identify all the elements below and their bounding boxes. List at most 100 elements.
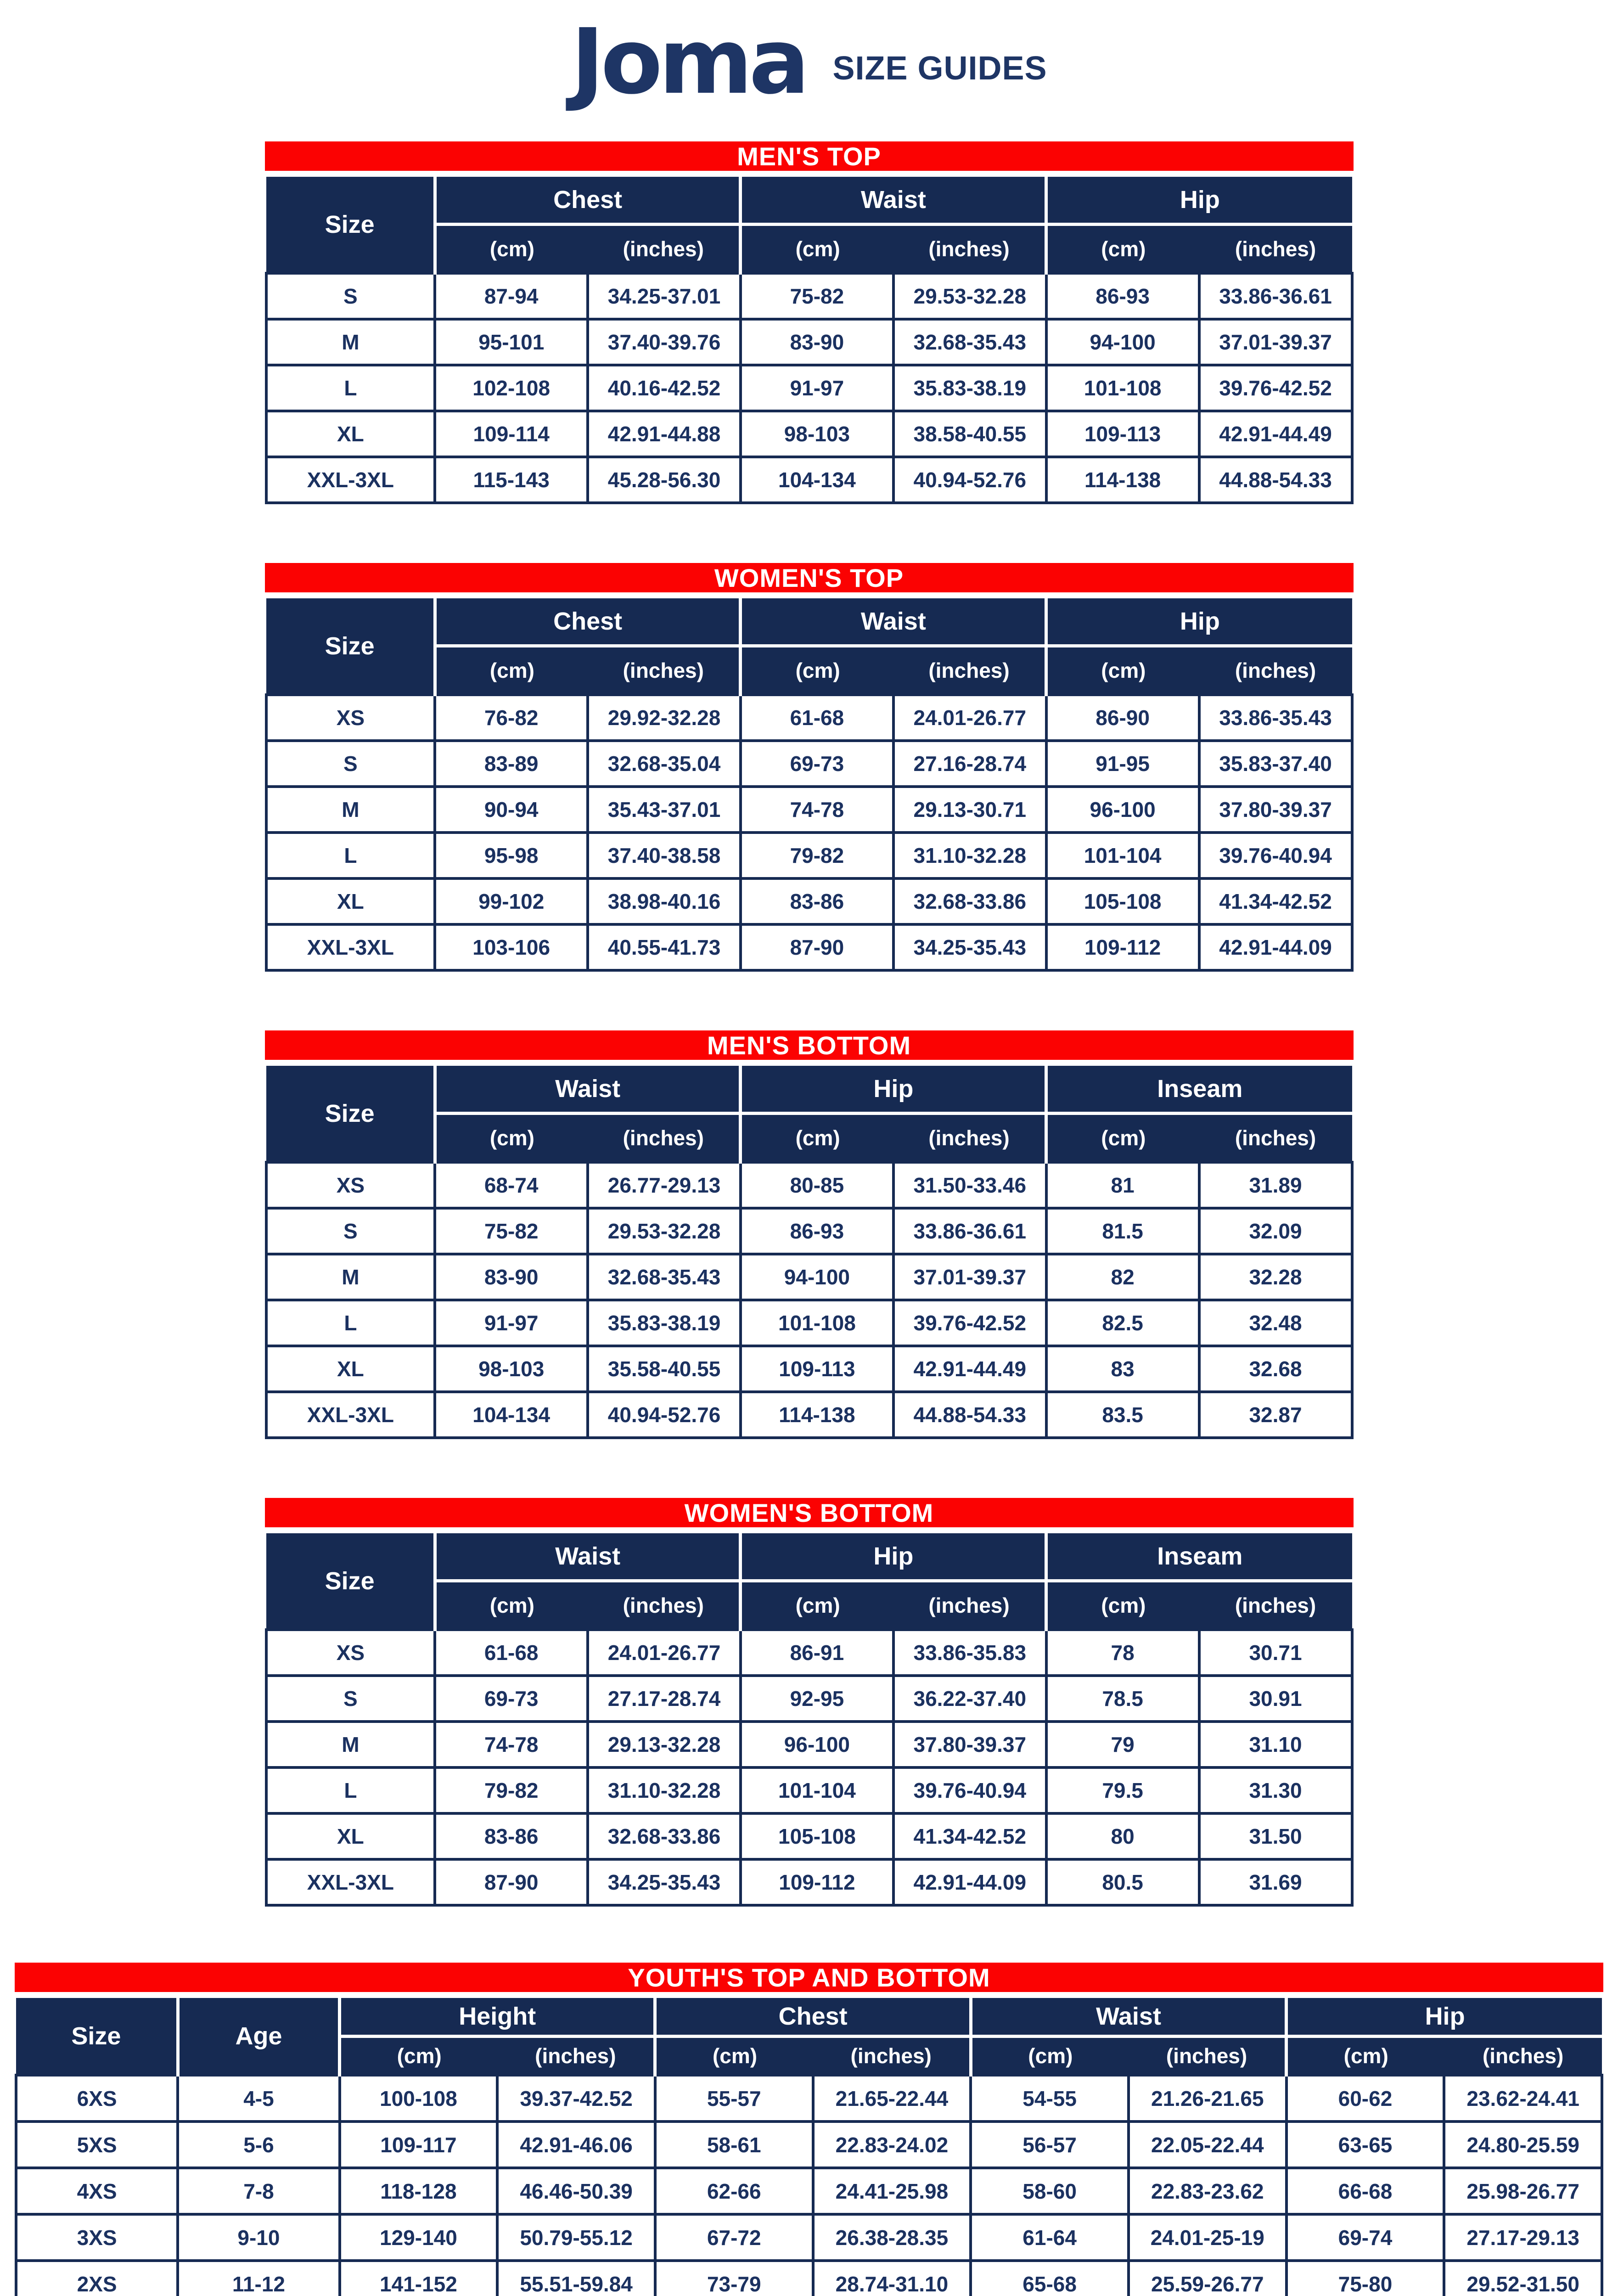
measurement-cell: 101-104 [1045, 831, 1201, 880]
group-header-hip: Hip [740, 1533, 1048, 1582]
measurement-cell: 98-103 [433, 1345, 590, 1393]
size-chart-table: Size Waist Hip Inseam (cm) (inches) (cm) (inche… [264, 1533, 1354, 1907]
table-body: 6XS 4-5 100-108 39.37-42.52 55-57 21.65-22.44… [14, 2074, 1603, 2296]
measurement-cell: 29.13-32.28 [586, 1720, 742, 1769]
age-cell: 9-10 [176, 2213, 341, 2262]
size-cell: M [264, 1720, 437, 1769]
size-table-womens-top: WOMEN'S TOP Size Chest Waist Hip (cm) (inches)… [264, 563, 1354, 972]
table-row: S 83-89 32.68-35.04 69-73 27.16-28.74 91-95 35… [264, 739, 1354, 788]
measurement-cell: 31.50 [1197, 1812, 1354, 1861]
measurement-cell: 92-95 [739, 1674, 895, 1723]
table-body: S 87-94 34.25-37.01 75-82 29.53-32.28 86-93 33… [264, 272, 1354, 504]
page-title: SIZE GUIDES [832, 50, 1047, 87]
measurement-cell: 55.51-59.84 [496, 2259, 657, 2296]
measurement-cell: 83-90 [433, 1253, 590, 1301]
size-cell: XL [264, 1345, 437, 1393]
size-cell: XS [264, 693, 437, 742]
group-header-height: Height [339, 1998, 657, 2038]
measurement-cell: 24.41-25.98 [811, 2167, 972, 2216]
table-row: 4XS 7-8 118-128 46.46-50.39 62-66 24.41-25.98… [14, 2167, 1603, 2216]
measurement-cell: 29.53-32.28 [892, 272, 1048, 321]
group-header-row: Size Waist Hip Inseam [266, 1066, 1352, 1162]
size-table-youths-top-and-bottom: YOUTH'S TOP AND BOTTOM Size Age Height Chest… [14, 1963, 1603, 2296]
table-title: YOUTH'S TOP AND BOTTOM [628, 1963, 990, 1992]
size-cell: S [264, 272, 437, 321]
size-cell: 6XS [14, 2074, 180, 2123]
size-cell: M [264, 318, 437, 366]
measurement-cell: 37.40-39.76 [586, 318, 742, 366]
measurement-cell: 79-82 [739, 831, 895, 880]
measurement-cell: 42.91-44.49 [892, 1345, 1048, 1393]
measurement-cell: 83-89 [433, 739, 590, 788]
measurement-cell: 38.98-40.16 [586, 877, 742, 926]
unit-header-row: (cm) (inches) (cm) (inches) (cm) (inches) [266, 646, 1352, 695]
age-cell: 5-6 [176, 2120, 341, 2169]
size-cell: S [264, 1207, 437, 1255]
measurement-cell: 37.01-39.37 [892, 1253, 1048, 1301]
measurement-cell: 104-134 [433, 1390, 590, 1439]
measurement-cell: 118-128 [338, 2167, 499, 2216]
size-cell: L [264, 1766, 437, 1815]
table-banner: MEN'S BOTTOM [264, 1030, 1354, 1060]
group-header-hip: Hip [740, 1066, 1048, 1115]
measurement-cell: 69-74 [1285, 2213, 1446, 2262]
table-row: XXL-3XL 115-143 45.28-56.30 104-134 40.94-52… [264, 456, 1354, 504]
unit-header-inches: (inches) [588, 1581, 742, 1630]
size-cell: M [264, 785, 437, 834]
unit-header-cm: (cm) [1046, 1581, 1199, 1630]
measurement-cell: 66-68 [1285, 2167, 1446, 2216]
measurement-cell: 27.17-29.13 [1443, 2213, 1603, 2262]
size-cell: 4XS [14, 2167, 180, 2216]
measurement-cell: 31.69 [1197, 1858, 1354, 1907]
unit-header-inches: (inches) [1199, 1113, 1352, 1162]
measurement-cell: 44.88-54.33 [1197, 456, 1354, 504]
table-title: WOMEN'S BOTTOM [684, 1498, 934, 1527]
measurement-cell: 28.74-31.10 [811, 2259, 972, 2296]
group-header-waist: Waist [740, 598, 1048, 647]
measurement-cell: 31.30 [1197, 1766, 1354, 1815]
measurement-cell: 22.83-23.62 [1127, 2167, 1288, 2216]
measurement-cell: 24.01-26.77 [586, 1628, 742, 1677]
measurement-cell: 37.40-38.58 [586, 831, 742, 880]
unit-header-inches: (inches) [588, 646, 742, 695]
size-cell: XL [264, 1812, 437, 1861]
measurement-cell: 95-98 [433, 831, 590, 880]
measurement-cell: 24.01-25-19 [1127, 2213, 1288, 2262]
measurement-cell: 37.80-39.37 [1197, 785, 1354, 834]
size-cell: XXL-3XL [264, 923, 437, 972]
age-cell: 7-8 [176, 2167, 341, 2216]
group-header-inseam: Inseam [1046, 1066, 1352, 1115]
table-banner: WOMEN'S TOP [264, 563, 1354, 592]
table-row: S 75-82 29.53-32.28 86-93 33.86-36.61 81.5 32.… [264, 1207, 1354, 1255]
measurement-cell: 31.10-32.28 [586, 1766, 742, 1815]
group-header-chest: Chest [435, 177, 742, 226]
unit-header-inches: (inches) [588, 224, 742, 273]
unit-header-cm: (cm) [740, 224, 893, 273]
unit-header-cm: (cm) [435, 224, 588, 273]
table-row: 5XS 5-6 109-117 42.91-46.06 58-61 22.83-24.02… [14, 2120, 1603, 2169]
unit-header-row: (cm) (inches) (cm) (inches) (cm) (inches) [266, 1581, 1352, 1630]
group-header-waist: Waist [971, 1998, 1288, 2038]
table-row: L 91-97 35.83-38.19 101-108 39.76-42.52 82.5 3… [264, 1299, 1354, 1347]
measurement-cell: 86-93 [739, 1207, 895, 1255]
measurement-cell: 41.34-42.52 [1197, 877, 1354, 926]
measurement-cell: 78.5 [1045, 1674, 1201, 1723]
unit-header-row: (cm) (inches) (cm) (inches) (cm) (inches) (cm)… [16, 2036, 1602, 2075]
table-row: 6XS 4-5 100-108 39.37-42.52 55-57 21.65-22.44… [14, 2074, 1603, 2123]
table-banner: MEN'S TOP [264, 141, 1354, 171]
table-row: XL 98-103 35.58-40.55 109-113 42.91-44.49 83 3… [264, 1345, 1354, 1393]
measurement-cell: 29.92-32.28 [586, 693, 742, 742]
measurement-cell: 55-57 [653, 2074, 815, 2123]
measurement-cell: 82 [1045, 1253, 1201, 1301]
size-table-mens-top: MEN'S TOP Size Chest Waist Hip (cm) (inches) (c… [264, 141, 1354, 504]
measurement-cell: 102-108 [433, 364, 590, 412]
measurement-cell: 24.80-25.59 [1443, 2120, 1603, 2169]
group-header-waist: Waist [740, 177, 1048, 226]
measurement-cell: 141-152 [338, 2259, 499, 2296]
measurement-cell: 83-86 [739, 877, 895, 926]
group-header-hip: Hip [1286, 1998, 1602, 2038]
measurement-cell: 25.59-26.77 [1127, 2259, 1288, 2296]
size-chart-table: Size Chest Waist Hip (cm) (inches) (cm) (inches… [264, 177, 1354, 504]
measurement-cell: 37.01-39.37 [1197, 318, 1354, 366]
unit-header-inches: (inches) [893, 646, 1048, 695]
